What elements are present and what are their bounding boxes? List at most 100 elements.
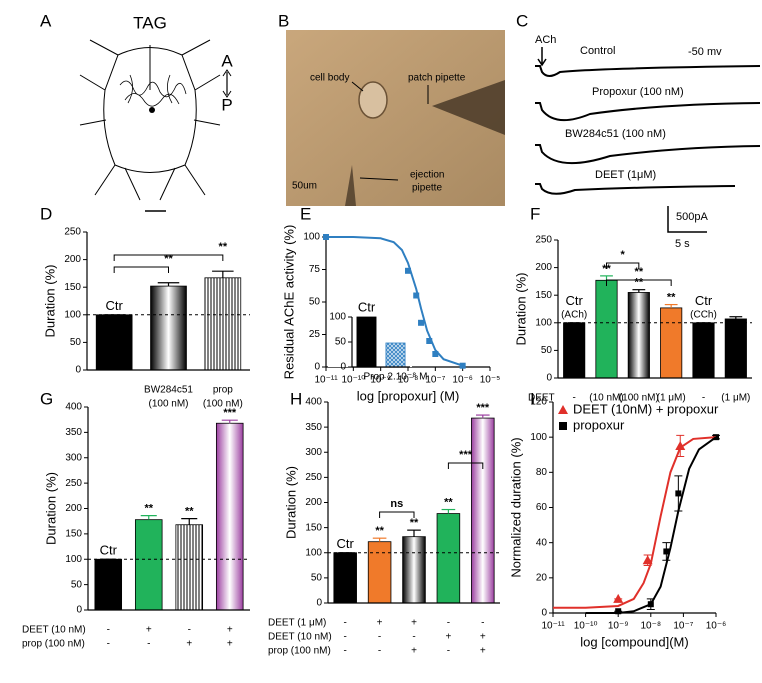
y-tick-label: 200 (305, 497, 322, 508)
trace (535, 102, 761, 121)
legend-label: propoxur (573, 417, 625, 432)
bar (134, 519, 163, 611)
patch-pipette (432, 80, 505, 135)
y-tick-label: 100 (65, 554, 82, 565)
x-tick-label: 10⁻¹¹ (541, 621, 565, 632)
condition: - (107, 625, 110, 636)
y-tick-label: 150 (65, 529, 82, 540)
x-axis-title: log [compound](M) (580, 634, 688, 649)
significance: ** (667, 291, 676, 303)
bar (175, 524, 204, 611)
y-tick-label: 0 (541, 608, 547, 619)
legend-marker (558, 405, 568, 414)
condition: + (186, 639, 192, 650)
y-tick-label: 0 (316, 598, 322, 609)
category-label: (100 nM) (148, 399, 188, 410)
row-label: DEET (10 nM) (268, 632, 332, 643)
bar (150, 285, 187, 371)
row-label: DEET (10 nM) (22, 625, 86, 636)
y-tick-label: 100 (64, 309, 81, 320)
bracket (606, 279, 672, 286)
condition: + (377, 618, 383, 629)
y-tick-label: 0 (340, 362, 346, 373)
x-tick-label: 10⁻⁷ (673, 621, 693, 632)
y-tick-label: 100 (305, 547, 322, 558)
y-tick-label: 100 (303, 232, 320, 243)
significance: *** (223, 407, 237, 419)
panel-letter: F (530, 204, 540, 223)
cell (358, 81, 388, 119)
condition: + (480, 632, 486, 643)
bar (660, 307, 683, 379)
x-tick-label: 10⁻⁶ (706, 621, 727, 632)
trace-label: Propoxur (100 nM) (592, 86, 684, 98)
panel-letter: A (40, 11, 52, 30)
bar-label: Ctr (105, 298, 123, 313)
y-tick-label: 0 (76, 605, 82, 616)
bar (215, 422, 244, 611)
bar (627, 292, 650, 379)
panel-letter: G (40, 389, 53, 408)
trace-label: DEET (1μM) (595, 169, 656, 181)
trace-label: Control (580, 45, 615, 57)
bar (402, 536, 426, 604)
bar-label: Ctr (565, 293, 583, 308)
x-tick-label: 10⁻¹⁰ (341, 375, 365, 386)
category-label: prop (213, 385, 233, 396)
y-axis-title: Duration (%) (43, 472, 58, 545)
scale-label: 5 s (675, 238, 690, 250)
row-label: DEET (1 μM) (268, 618, 326, 629)
photo-label: cell body (310, 73, 349, 84)
bracket (113, 266, 169, 273)
y-tick-label: 300 (65, 452, 82, 463)
point (642, 555, 653, 565)
x-tick-label: 10⁻¹¹ (314, 375, 338, 386)
point (663, 548, 670, 555)
category-label: - (702, 393, 705, 404)
bracket (113, 254, 224, 261)
bar (94, 558, 123, 611)
y-tick-label: 50 (71, 579, 83, 590)
significance: ** (185, 506, 194, 518)
condition: + (227, 625, 233, 636)
neuron-arbor (119, 74, 187, 107)
y-tick-label: 400 (305, 397, 322, 408)
point (613, 593, 624, 603)
trace-label: BW284c51 (100 nM) (565, 128, 666, 140)
y-tick-label: 40 (536, 537, 548, 548)
x-tick-label: 10⁻⁹ (608, 621, 629, 632)
y-tick-label: 100 (535, 317, 552, 328)
y-tick-label: 60 (536, 502, 548, 513)
condition: - (447, 646, 450, 657)
y-tick-label: 20 (536, 572, 548, 583)
condition: - (481, 618, 484, 629)
category-label: (100 nM) (619, 393, 659, 404)
fit-line (585, 436, 717, 614)
y-tick-label: 200 (535, 262, 552, 273)
panel-letter: C (516, 11, 528, 30)
bar (333, 552, 357, 604)
condition: + (227, 639, 233, 650)
y-tick-label: 200 (65, 503, 82, 514)
panel-title: TAG (133, 13, 167, 32)
trace (535, 65, 761, 77)
y-axis-title: Duration (%) (42, 265, 57, 338)
category-label: Prop 2.10⁻⁸ M (364, 372, 428, 383)
bar (356, 316, 377, 368)
y-tick-label: 25 (309, 329, 321, 340)
bracket (606, 262, 640, 269)
condition: - (188, 625, 191, 636)
x-tick-label: 10⁻⁸ (640, 621, 661, 632)
y-tick-label: 200 (64, 254, 81, 265)
y-axis-title: Duration (%) (513, 273, 528, 346)
soma (149, 107, 155, 113)
bar (724, 318, 747, 379)
x-tick-label: 10⁻⁸ (398, 375, 419, 386)
point (675, 440, 686, 450)
pointer-arrows (351, 81, 429, 181)
point (675, 490, 682, 497)
category-label: (1 μM) (657, 393, 686, 404)
photo-label: ejection (410, 170, 444, 181)
condition: - (344, 618, 347, 629)
